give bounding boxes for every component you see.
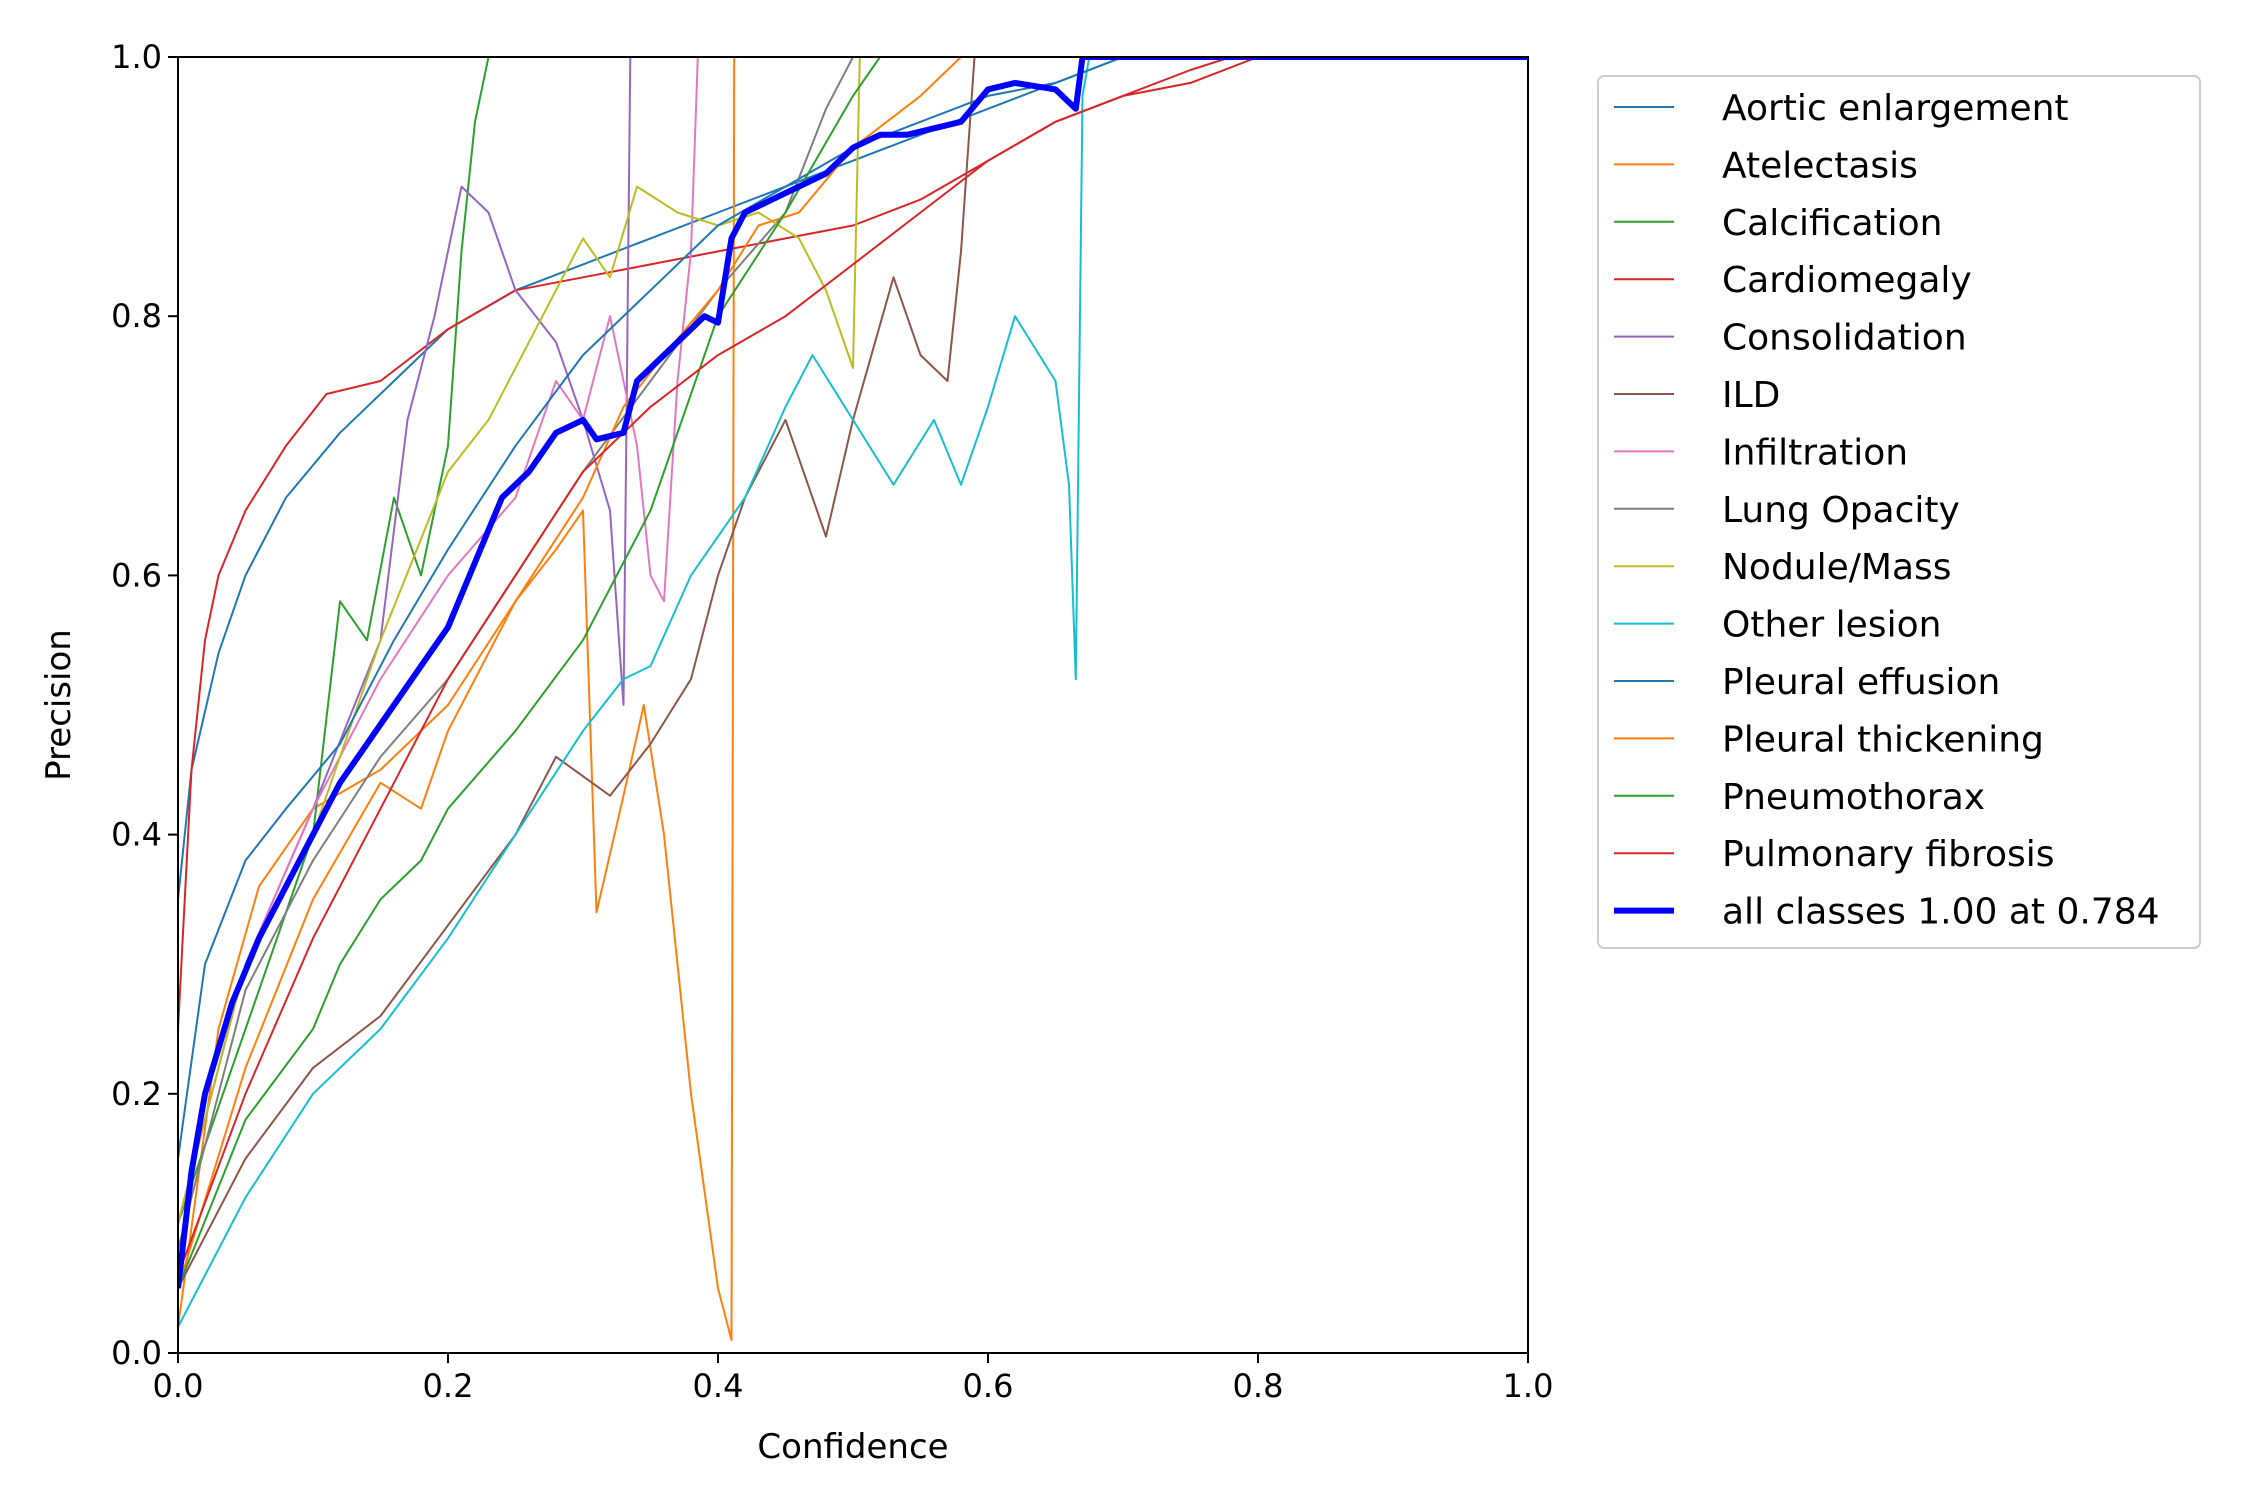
legend-label: Other lesion (1722, 605, 1941, 646)
series-line-14 (178, 57, 1528, 1289)
series-line-11 (178, 57, 1528, 1289)
x-axis-label: Confidence (757, 1427, 948, 1467)
x-tick-label: 0.8 (1233, 1367, 1284, 1405)
y-tick-label: 1.0 (111, 38, 162, 76)
legend-label: Atelectasis (1722, 145, 1918, 186)
series-line-6 (178, 57, 1528, 1224)
y-axis: 0.0 0.2 0.4 0.6 0.8 1.0 (111, 38, 178, 1372)
legend-label: all classes 1.00 at 0.784 (1722, 892, 2160, 933)
x-tick-label: 0.2 (423, 1367, 474, 1405)
y-tick-label: 0.8 (111, 297, 162, 335)
legend-label: Pulmonary fibrosis (1722, 834, 2055, 875)
legend-label: Aortic enlargement (1722, 88, 2069, 129)
legend-label: Calcification (1722, 203, 1942, 244)
legend-label: Cardiomegaly (1722, 260, 1972, 301)
x-axis: 0.0 0.2 0.4 0.6 0.8 1.0 (153, 1353, 1554, 1405)
series-line-1 (178, 57, 1528, 1341)
series-line-8 (178, 57, 1528, 1224)
series-line-2 (178, 57, 1528, 1224)
series-line-9 (178, 57, 1528, 1328)
plot-frame (177, 56, 1529, 1354)
legend-label: Pleural thickening (1722, 719, 2044, 760)
x-tick-label: 1.0 (1503, 1367, 1554, 1405)
legend-label: Pleural effusion (1722, 662, 2000, 703)
legend-label: ILD (1722, 375, 1780, 416)
series-line-12 (178, 57, 1528, 1289)
legend-label: Lung Opacity (1722, 490, 1960, 531)
series-layer (178, 57, 1528, 1341)
legend-label: Pneumothorax (1722, 777, 1985, 818)
series-line-0 (178, 57, 1528, 900)
series-line-5 (178, 57, 1528, 1289)
legend-label: Infiltration (1722, 432, 1908, 473)
x-tick-label: 0.0 (153, 1367, 204, 1405)
y-axis-label: Precision (39, 629, 79, 781)
y-tick-label: 0.2 (111, 1075, 162, 1113)
series-line-13 (178, 57, 1528, 1276)
y-tick-label: 0.0 (111, 1334, 162, 1372)
series-line-10 (178, 57, 1528, 1159)
legend-label: Nodule/Mass (1722, 547, 1952, 588)
legend-label: Consolidation (1722, 318, 1967, 359)
y-tick-label: 0.6 (111, 556, 162, 594)
legend-box (1597, 75, 2201, 949)
x-tick-label: 0.4 (693, 1367, 744, 1405)
legend: Aortic enlargement Atelectasis Calcificati… (1597, 75, 2201, 949)
y-tick-label: 0.4 (111, 816, 162, 854)
x-tick-label: 0.6 (963, 1367, 1014, 1405)
series-line-4 (178, 57, 1528, 1224)
